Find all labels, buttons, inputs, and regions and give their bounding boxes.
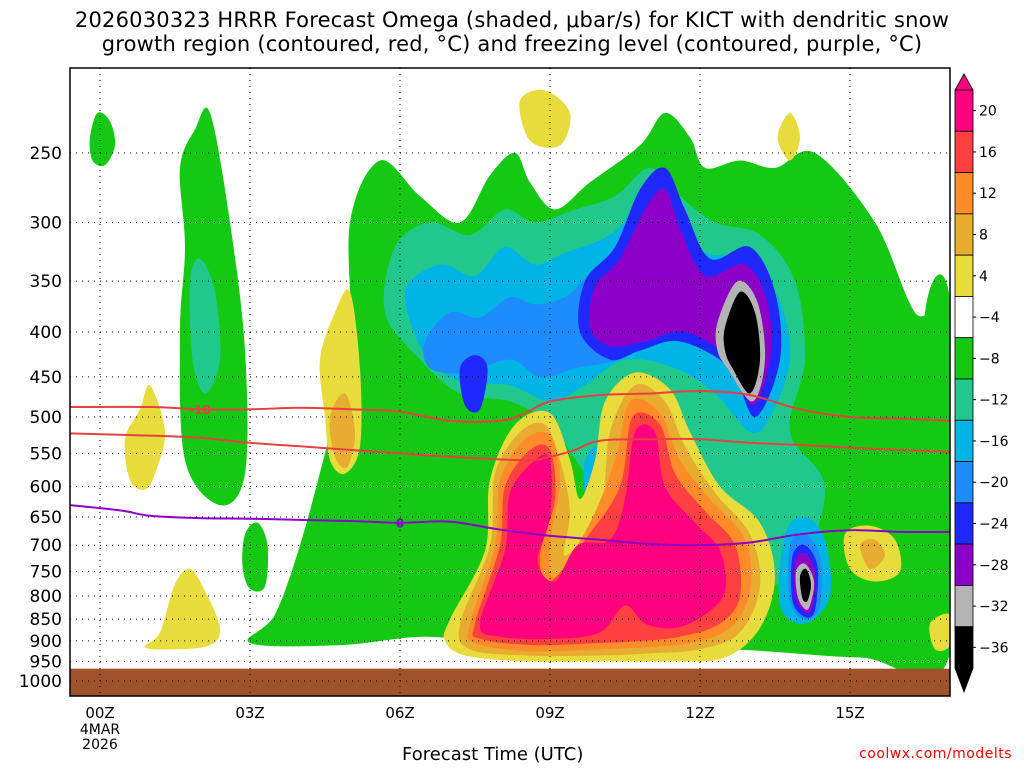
dendritic-contour-0 bbox=[70, 389, 950, 423]
y-tick-label-750: 750 bbox=[30, 562, 62, 582]
chart-axes: 2503003504004505005506006507007508008509… bbox=[19, 67, 951, 753]
omega-region-35 bbox=[479, 424, 726, 640]
omega-region-26 bbox=[519, 89, 571, 148]
x-tick-label-12Z: 12Z bbox=[685, 704, 714, 722]
x-date-label-0: 4MAR bbox=[80, 722, 121, 738]
colorbar-label-3: 8 bbox=[979, 228, 988, 244]
colorbar-top-arrow bbox=[954, 73, 974, 91]
colorbar-swatch-11 bbox=[954, 543, 974, 586]
dendritic-contour-1 bbox=[70, 432, 950, 462]
colorbar-label-4: 4 bbox=[979, 269, 988, 285]
y-tick-label-350: 350 bbox=[30, 272, 62, 292]
colorbar-swatch-2 bbox=[954, 172, 974, 215]
y-tick-label-950: 950 bbox=[30, 653, 62, 673]
omega-region-32 bbox=[859, 539, 886, 570]
x-tick-label-00Z: 00Z bbox=[85, 704, 114, 722]
colorbar-label-7: −12 bbox=[979, 393, 1009, 409]
colorbar-label-8: −16 bbox=[979, 434, 1009, 450]
colorbar-label-12: −32 bbox=[979, 599, 1009, 615]
omega-region-5 bbox=[918, 274, 950, 604]
source-credit: coolwx.com/modelts bbox=[859, 746, 1012, 762]
colorbar-swatch-9 bbox=[954, 461, 974, 504]
colorbar-swatch-3 bbox=[954, 213, 974, 256]
omega-shaded-fields bbox=[89, 89, 950, 679]
omega-region-23 bbox=[124, 384, 166, 490]
y-tick-label-600: 600 bbox=[30, 477, 62, 497]
colorbar-swatch-6 bbox=[954, 337, 974, 380]
colorbar-swatch-10 bbox=[954, 502, 974, 545]
ground-fill bbox=[70, 668, 950, 696]
colorbar-label-5: −4 bbox=[979, 310, 1000, 326]
temperature-contours: -18 0 bbox=[70, 389, 950, 547]
colorbar-label-0: 20 bbox=[979, 104, 997, 120]
omega-region-7 bbox=[189, 258, 221, 394]
y-tick-label-400: 400 bbox=[30, 323, 62, 343]
x-tick-label-03Z: 03Z bbox=[235, 704, 264, 722]
colorbar-swatch-1 bbox=[954, 130, 974, 173]
omega-region-29 bbox=[929, 613, 950, 652]
ground-layer bbox=[70, 668, 950, 696]
colorbar-label-11: −28 bbox=[979, 558, 1009, 574]
omega-colorbar: 20 16 12 8 4 −4 −8 −12 −16 −20 −24 −28 −32 −36 bbox=[954, 73, 1009, 694]
omega-region-25 bbox=[144, 568, 221, 650]
y-tick-label-850: 850 bbox=[30, 610, 62, 630]
colorbar-bottom-arrow bbox=[954, 667, 974, 694]
y-tick-label-1000: 1000 bbox=[19, 672, 62, 692]
freezing-contour-label: 0 bbox=[396, 516, 404, 530]
omega-region-11 bbox=[423, 273, 626, 378]
colorbar-label-2: 12 bbox=[979, 186, 997, 202]
omega-region-20 bbox=[723, 291, 761, 394]
plot-frame bbox=[69, 67, 951, 697]
colorbar-swatch-4 bbox=[954, 254, 974, 297]
omega-region-27 bbox=[777, 112, 800, 161]
x-tick-label-09Z: 09Z bbox=[535, 704, 564, 722]
omega-region-13 bbox=[459, 355, 488, 413]
colorbar-label-10: −24 bbox=[979, 517, 1009, 533]
y-tick-label-650: 650 bbox=[30, 508, 62, 528]
y-tick-label-300: 300 bbox=[30, 213, 62, 233]
y-tick-label-900: 900 bbox=[30, 632, 62, 652]
x-tick-label-15Z: 15Z bbox=[835, 704, 864, 722]
x-axis-label: Forecast Time (UTC) bbox=[402, 744, 584, 765]
y-tick-label-450: 450 bbox=[30, 368, 62, 388]
colorbar-swatch-12 bbox=[954, 585, 974, 628]
x-date-label-1: 2026 bbox=[82, 737, 118, 753]
omega-region-21 bbox=[799, 568, 812, 603]
colorbar-swatch-7 bbox=[954, 378, 974, 421]
colorbar-swatch-5 bbox=[954, 296, 974, 339]
colorbar-swatch-13 bbox=[954, 626, 974, 669]
omega-region-2 bbox=[89, 112, 116, 167]
omega-region-3 bbox=[242, 522, 269, 592]
colorbar-label-9: −20 bbox=[979, 475, 1009, 491]
colorbar-label-6: −8 bbox=[979, 351, 1000, 367]
y-tick-label-500: 500 bbox=[30, 408, 62, 428]
y-tick-label-700: 700 bbox=[30, 536, 62, 556]
colorbar-label-13: −36 bbox=[979, 640, 1009, 656]
dendritic-contour-label: -18 bbox=[189, 403, 211, 417]
y-tick-label-250: 250 bbox=[30, 144, 62, 164]
colorbar-label-1: 16 bbox=[979, 145, 997, 161]
y-tick-label-550: 550 bbox=[30, 444, 62, 464]
y-tick-label-800: 800 bbox=[30, 587, 62, 607]
colorbar-swatch-0 bbox=[954, 89, 974, 132]
freezing-contour-2 bbox=[70, 504, 950, 547]
chart-title-line2: growth region (contoured, red, °C) and f… bbox=[101, 32, 923, 56]
x-tick-label-06Z: 06Z bbox=[385, 704, 414, 722]
colorbar-swatch-8 bbox=[954, 419, 974, 462]
chart-title-line1: 2026030323 HRRR Forecast Omega (shaded, … bbox=[74, 8, 950, 32]
omega-region-4 bbox=[294, 596, 313, 615]
